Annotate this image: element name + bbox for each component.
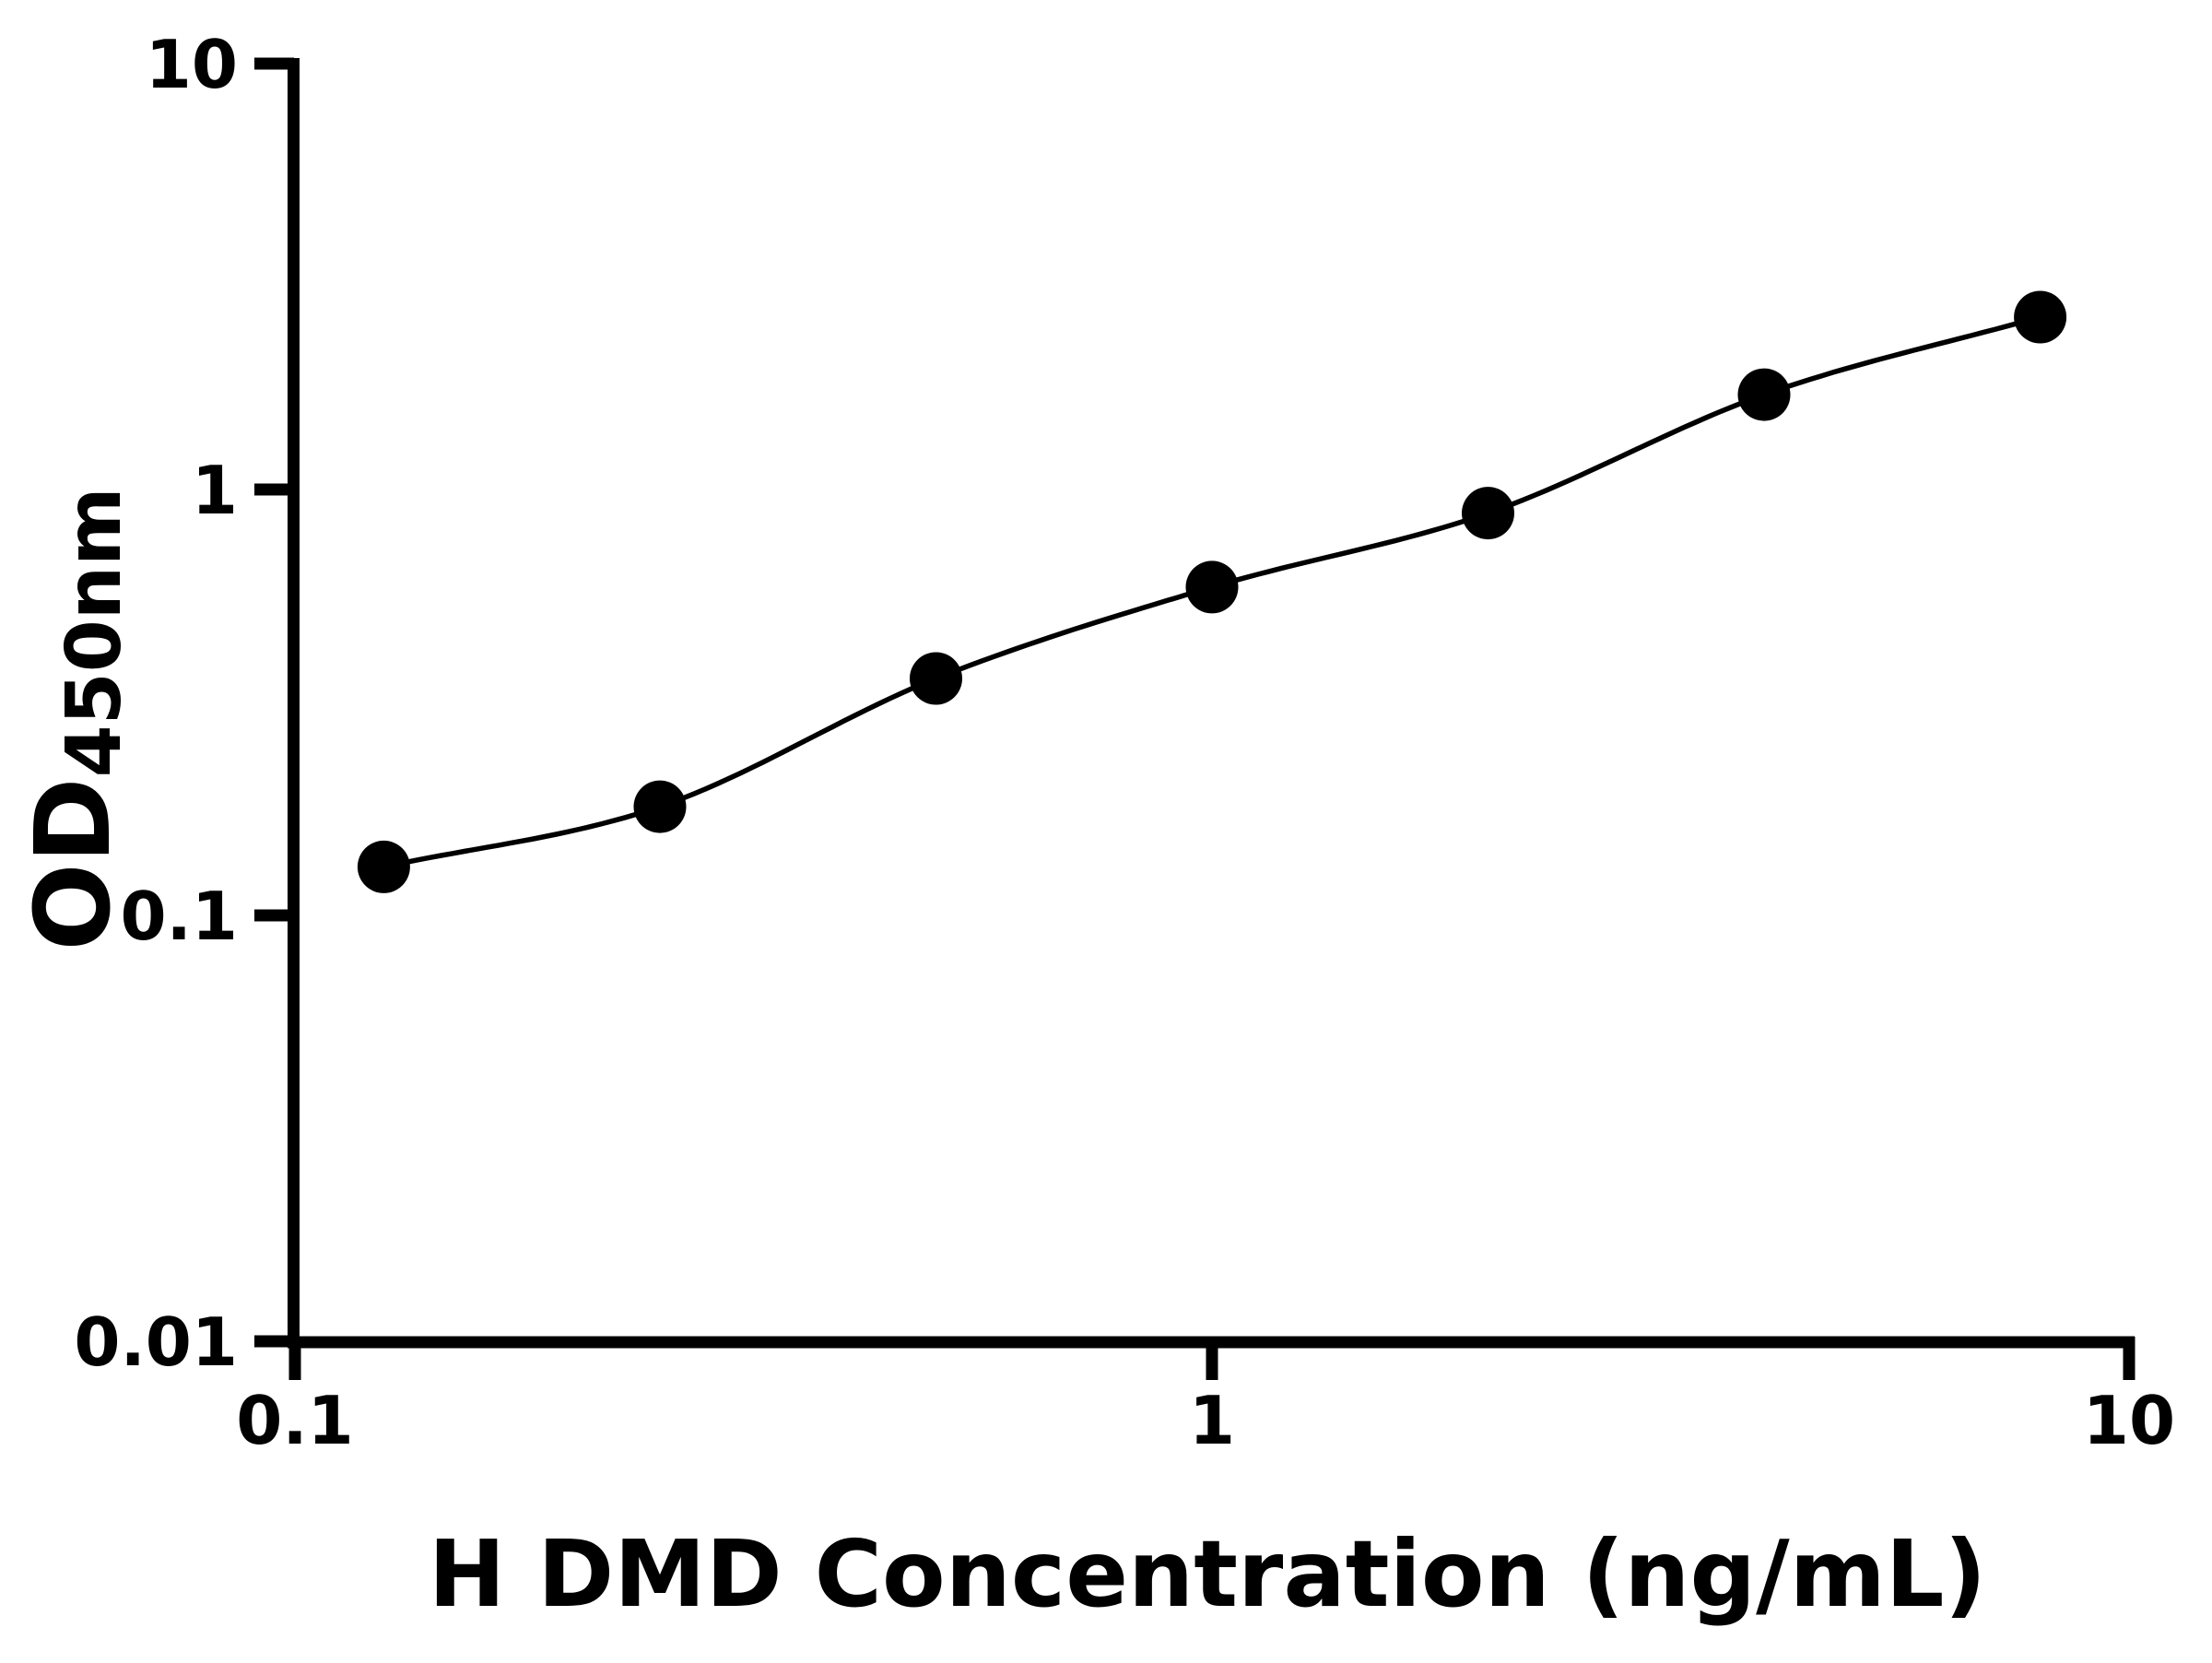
data-point — [910, 652, 962, 705]
y-axis-title: OD450nm — [14, 487, 138, 950]
data-point — [633, 780, 687, 833]
y-axis-ticks: 10 1 0.1 0.01 — [74, 26, 294, 1381]
y-tick-label: 10 — [146, 26, 238, 103]
x-tick-label: 1 — [1189, 1382, 1235, 1459]
data-points — [357, 290, 2067, 893]
y-tick-label: 0.01 — [74, 1303, 238, 1381]
x-axis-title: H DMD Concentration (ng/mL) — [429, 1520, 1986, 1628]
y-axis-title-subscript: 450nm — [51, 487, 138, 777]
y-tick-label: 1 — [192, 452, 238, 529]
data-point — [1462, 487, 1514, 540]
x-tick-label: 0.1 — [236, 1382, 354, 1459]
data-point — [357, 840, 410, 893]
data-point — [2014, 290, 2067, 344]
x-axis-ticks: 0.1 1 10 — [236, 1337, 2175, 1459]
y-axis-title-main: OD — [14, 777, 134, 950]
x-tick-label: 10 — [2083, 1382, 2175, 1459]
data-point — [1737, 368, 1791, 421]
data-point — [1185, 560, 1239, 614]
y-tick-label: 0.1 — [120, 878, 238, 955]
